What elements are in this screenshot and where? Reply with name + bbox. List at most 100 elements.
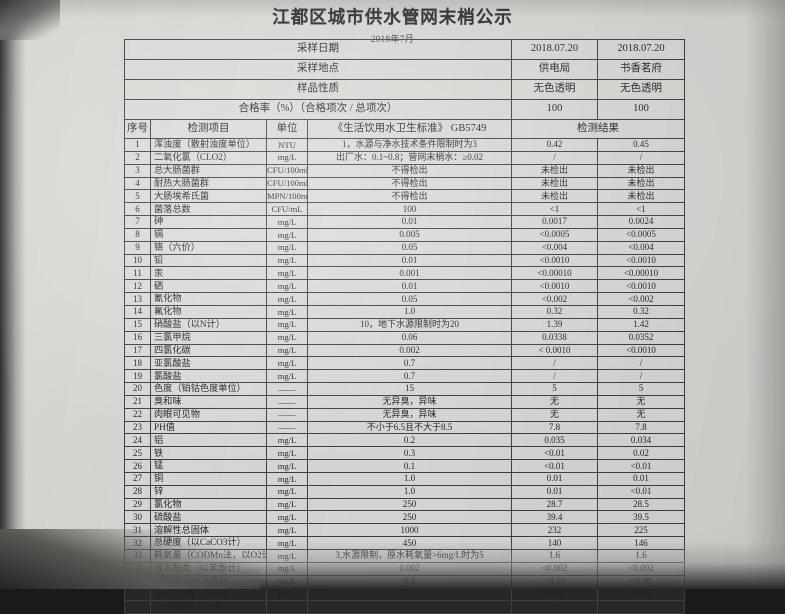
cell-standard: 250 <box>307 510 512 525</box>
cell-result-site1: <0.002 <box>511 292 598 306</box>
cell-no: 14 <box>124 304 151 319</box>
cell-standard: 100 <box>307 202 512 217</box>
cell-standard: 1 <box>307 600 512 614</box>
cell-unit: NTU <box>266 138 308 152</box>
cell-result-site1: 未检出 <box>511 163 598 178</box>
cell-standard: 0.2 <box>307 433 512 448</box>
cell-result-site1: <0.004 <box>511 240 598 255</box>
cell-unit: mg/L <box>266 150 308 165</box>
table-row: 21 臭和味 —— 无异臭，异味无无 <box>124 394 685 409</box>
table-row: 24 铝 mg/L 0.2 0.035 0.034 <box>124 433 685 448</box>
cell-standard: 0.1 <box>307 459 512 473</box>
cell-result-site2: 225 <box>597 523 685 538</box>
cell-result-site2: 0.16 <box>597 600 685 614</box>
cell-result-site2: 0.01 <box>597 471 685 486</box>
table-row: 37 总β放射性（分包） Bq/L 1 0.15 0.16 <box>124 600 685 614</box>
column-header-no: 序号 <box>124 119 151 139</box>
cell-standard: 0.06 <box>307 330 512 345</box>
cell-unit: mg/L <box>266 292 308 306</box>
cell-item: 铁 <box>150 446 267 461</box>
cell-unit: mg/L <box>266 523 308 538</box>
cell-result-site1: 0.42 <box>511 138 598 152</box>
cell-result-site1: / <box>511 150 598 165</box>
cell-item: 总α放射性（分包） <box>150 587 267 602</box>
cell-item: 硒 <box>150 279 267 294</box>
cell-unit: mg/L <box>266 343 308 358</box>
table-row: 11 汞 mg/L 0.001 <0.00010 <0.00010 <box>124 266 685 281</box>
cell-result-site2: <0.0010 <box>597 253 685 268</box>
cell-item: 铬（六价） <box>150 240 267 255</box>
cell-item: 铜 <box>150 471 267 486</box>
cell-result-site2: <0.01 <box>597 484 685 499</box>
cell-no: 24 <box>124 433 151 448</box>
info-value-sampling-location-site2: 书香茗府 <box>597 59 685 80</box>
cell-result-site1: 1.39 <box>511 317 598 332</box>
column-header-unit: 单位 <box>266 119 308 139</box>
cell-no: 36 <box>124 587 151 602</box>
cell-unit: mg/L <box>266 369 308 384</box>
table-row: 4 耐热大肠菌群 CFU/100mL 不得检出 未检出 未检出 <box>124 176 685 191</box>
cell-no: 16 <box>124 330 151 345</box>
info-row-sampling-location: 采样地点 供电局 书香茗府 <box>124 59 685 80</box>
table-row: 13 氰化物 mg/L 0.05 <0.002 <0.002 <box>124 292 685 306</box>
cell-result-site2: 7.8 <box>597 420 685 435</box>
cell-unit: —— <box>266 407 308 422</box>
cell-unit: —— <box>266 420 308 435</box>
cell-item: 菌落总数 <box>150 202 267 217</box>
cell-standard: 0.5 <box>307 587 512 602</box>
table-row: 29 氯化物 mg/L 250 28.7 28.5 <box>124 497 685 512</box>
table-body: 采样日期 2018.07.20 2018.07.20 采样地点 供电局 书香茗府… <box>124 39 685 614</box>
info-row-pass-rate: 合格率（%）（合格项次 / 总项次） 100 100 <box>124 99 685 120</box>
cell-result-site2: 0.45 <box>597 138 685 152</box>
cell-result-site2: 1.42 <box>597 317 685 332</box>
cell-unit: CFU/100mL <box>266 176 308 191</box>
table-row: 9 铬（六价） mg/L 0.05 <0.004 <0.004 <box>124 240 685 255</box>
table-row: 12 硒 mg/L 0.01 <0.0010 <0.0010 <box>124 279 685 294</box>
cell-result-site1: <0.0010 <box>511 279 598 294</box>
table-row: 6 菌落总数 CFU/mL 100 <1 <1 <box>124 202 685 217</box>
table-row: 3 总大肠菌群 CFU/100mL 不得检出 未检出 未检出 <box>124 163 685 178</box>
cell-item: 肉眼可见物 <box>150 407 267 422</box>
cell-item: 硫酸盐 <box>150 510 267 525</box>
cell-item: 臭和味 <box>150 394 267 409</box>
column-header-item: 检测项目 <box>150 119 267 139</box>
cell-no: 28 <box>124 484 151 499</box>
cell-standard: 1，水源与净水技术条件限制时为3 <box>307 138 512 152</box>
cell-result-site1: 无 <box>511 394 598 409</box>
info-value-sampling-date-site2: 2018.07.20 <box>597 39 685 60</box>
cell-result-site1: 0.01 <box>511 471 598 486</box>
info-value-pass-rate-site2: 100 <box>597 99 685 120</box>
cell-unit: Bq/L <box>266 600 308 614</box>
cell-result-site2: 28.5 <box>597 497 685 512</box>
cell-item: 硝酸盐（以N计） <box>150 317 267 332</box>
column-header-results: 检测结果 <box>511 119 685 139</box>
cell-item: 三氯甲烷 <box>150 330 267 345</box>
cell-standard: 0.01 <box>307 279 512 294</box>
cell-item: 砷 <box>150 215 267 229</box>
cell-result-site1: 0.0017 <box>511 215 598 229</box>
table-row: 23 PH值 —— 不小于6.5且不大于8.5 7.8 7.8 <box>124 420 685 435</box>
cell-item: 总大肠菌群 <box>150 163 267 178</box>
cell-item: 汞 <box>150 266 267 281</box>
table-row: 17 四氯化碳 mg/L 0.002 < 0.0010 <0.0010 <box>124 343 685 358</box>
cell-no: 17 <box>124 343 151 358</box>
cell-result-site2: 5 <box>597 382 685 396</box>
cell-result-site2: 0.034 <box>597 433 685 448</box>
cell-result-site1: 232 <box>511 523 598 538</box>
cell-result-site1: <0.0010 <box>511 253 598 268</box>
table-row: 20 色度（铂钴色度单位） —— 15 5 5 <box>124 382 685 396</box>
cell-unit: mg/L <box>266 484 308 499</box>
cell-no: 21 <box>124 394 151 409</box>
column-header-standard: 《生活饮用水卫生标准》 GB5749 <box>307 119 512 139</box>
table-row: 7 砷 mg/L 0.01 0.0017 0.0024 <box>124 215 685 229</box>
table-row: 25 铁 mg/L 0.3 <0.01 0.02 <box>124 446 685 461</box>
cell-standard: 1.0 <box>307 471 512 486</box>
cell-no: 12 <box>124 279 151 294</box>
cell-unit: mg/L <box>266 330 308 345</box>
cell-unit: mg/L <box>266 240 308 255</box>
cell-standard: 1000 <box>307 523 512 538</box>
cell-item: PH值 <box>150 420 267 435</box>
report-table-container: 采样日期 2018.07.20 2018.07.20 采样地点 供电局 书香茗府… <box>124 39 685 614</box>
cell-result-site2: 0.0024 <box>597 215 685 229</box>
